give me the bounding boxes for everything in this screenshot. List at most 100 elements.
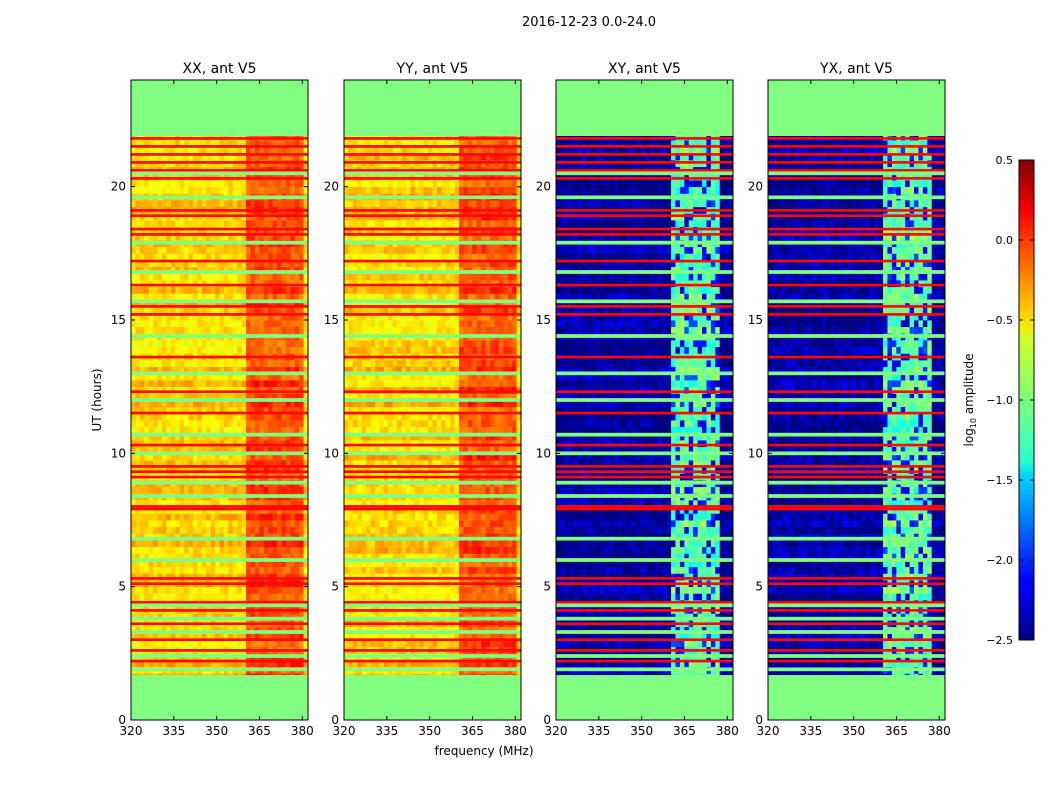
- heatmap-cell: [290, 546, 296, 554]
- heatmap-cell: [285, 280, 291, 288]
- heatmap-cell: [383, 433, 389, 441]
- heatmap-cell: [268, 400, 274, 408]
- heatmap-cell: [139, 673, 145, 676]
- heatmap-cell: [419, 520, 425, 528]
- heatmap-cell: [210, 313, 216, 321]
- heatmap-cell: [237, 340, 243, 348]
- heatmap-cell: [184, 593, 189, 601]
- heatmap-cell: [490, 573, 495, 581]
- heatmap-cell: [423, 420, 429, 428]
- heatmap-cell: [139, 526, 145, 534]
- heatmap-cell: [166, 453, 172, 461]
- heatmap-cell: [285, 260, 291, 268]
- rfi-row: [131, 137, 308, 140]
- heatmap-cell: [166, 273, 172, 281]
- heatmap-cell: [357, 633, 363, 641]
- heatmap-cell: [357, 540, 363, 548]
- heatmap-cell: [241, 513, 247, 521]
- heatmap-cell: [290, 486, 296, 494]
- heatmap-cell: [170, 640, 176, 648]
- heatmap-cell: [379, 586, 385, 594]
- heatmap-cell: [445, 526, 451, 534]
- heatmap-cell: [268, 180, 274, 188]
- heatmap-cell: [201, 446, 207, 454]
- heatmap-cell: [361, 560, 367, 568]
- heatmap-cell: [215, 286, 220, 294]
- heatmap-cell: [410, 540, 416, 548]
- heatmap-cell: [348, 640, 354, 648]
- heatmap-cell: [232, 640, 238, 648]
- heatmap-cell: [263, 306, 269, 314]
- heatmap-cell: [303, 280, 308, 288]
- heatmap-cell: [223, 386, 229, 394]
- heatmap-cell: [388, 546, 394, 554]
- heatmap-cell: [219, 313, 225, 321]
- heatmap-cell: [481, 446, 487, 454]
- heatmap-cell: [441, 526, 447, 534]
- heatmap-cell: [241, 300, 247, 308]
- heatmap-cell: [374, 420, 380, 428]
- heatmap-cell: [157, 540, 163, 548]
- heatmap-cell: [215, 200, 220, 208]
- heatmap-cell: [294, 526, 300, 534]
- heatmap-cell: [241, 373, 247, 381]
- heatmap-cell: [206, 293, 212, 301]
- heatmap-cell: [374, 526, 380, 534]
- heatmap-cell: [228, 180, 234, 188]
- heatmap-cell: [303, 520, 308, 528]
- heatmap-cell: [401, 466, 407, 474]
- heatmap-cell: [352, 453, 358, 461]
- heatmap-cell: [161, 366, 167, 374]
- heatmap-cell: [228, 286, 234, 294]
- heatmap-cell: [161, 340, 167, 348]
- heatmap-cell: [512, 440, 517, 448]
- heatmap-cell: [268, 440, 274, 448]
- heatmap-cell: [414, 640, 420, 648]
- heatmap-cell: [246, 406, 251, 414]
- heatmap-cell: [250, 320, 256, 328]
- heatmap-cell: [179, 180, 185, 188]
- heatmap-cell: [175, 153, 181, 161]
- heatmap-cell: [175, 280, 181, 288]
- heatmap-cell: [383, 546, 389, 554]
- heatmap-cell: [423, 566, 429, 574]
- heatmap-cell: [419, 426, 425, 434]
- heatmap-cell: [135, 400, 141, 408]
- heatmap-cell: [272, 440, 278, 448]
- heatmap-cell: [254, 366, 260, 374]
- heatmap-cell: [379, 426, 385, 434]
- heatmap-cell: [153, 546, 158, 554]
- heatmap-cell: [228, 320, 234, 328]
- heatmap-cell: [166, 586, 172, 594]
- heatmap-cell: [223, 400, 229, 408]
- heatmap-cell: [277, 593, 282, 601]
- heatmap-cell: [131, 513, 136, 521]
- heatmap-cell: [445, 446, 451, 454]
- heatmap-cell: [441, 426, 447, 434]
- heatmap-cell: [237, 400, 243, 408]
- heatmap-cell: [410, 660, 416, 668]
- heatmap-cell: [228, 393, 234, 401]
- heatmap-cell: [272, 280, 278, 288]
- heatmap-cell: [210, 286, 216, 294]
- heatmap-cell: [250, 280, 256, 288]
- heatmap-cell: [494, 413, 500, 421]
- heatmap-cell: [250, 386, 256, 394]
- heatmap-cell: [184, 513, 189, 521]
- heatmap-cell: [352, 446, 358, 454]
- heatmap-cell: [352, 540, 358, 548]
- heatmap-cell: [344, 640, 349, 648]
- heatmap-cell: [131, 220, 136, 228]
- heatmap-cell: [170, 513, 176, 521]
- heatmap-cell: [263, 433, 269, 441]
- heatmap-cell: [379, 440, 385, 448]
- flagged-row: [131, 558, 308, 562]
- heatmap-cell: [237, 486, 243, 494]
- heatmap-cell: [131, 673, 136, 676]
- heatmap-cell: [215, 486, 220, 494]
- heatmap-cell: [498, 546, 504, 554]
- heatmap-cell: [277, 460, 282, 468]
- heatmap-cell: [206, 513, 212, 521]
- heatmap-cell: [148, 453, 154, 461]
- heatmap-cell: [254, 273, 260, 281]
